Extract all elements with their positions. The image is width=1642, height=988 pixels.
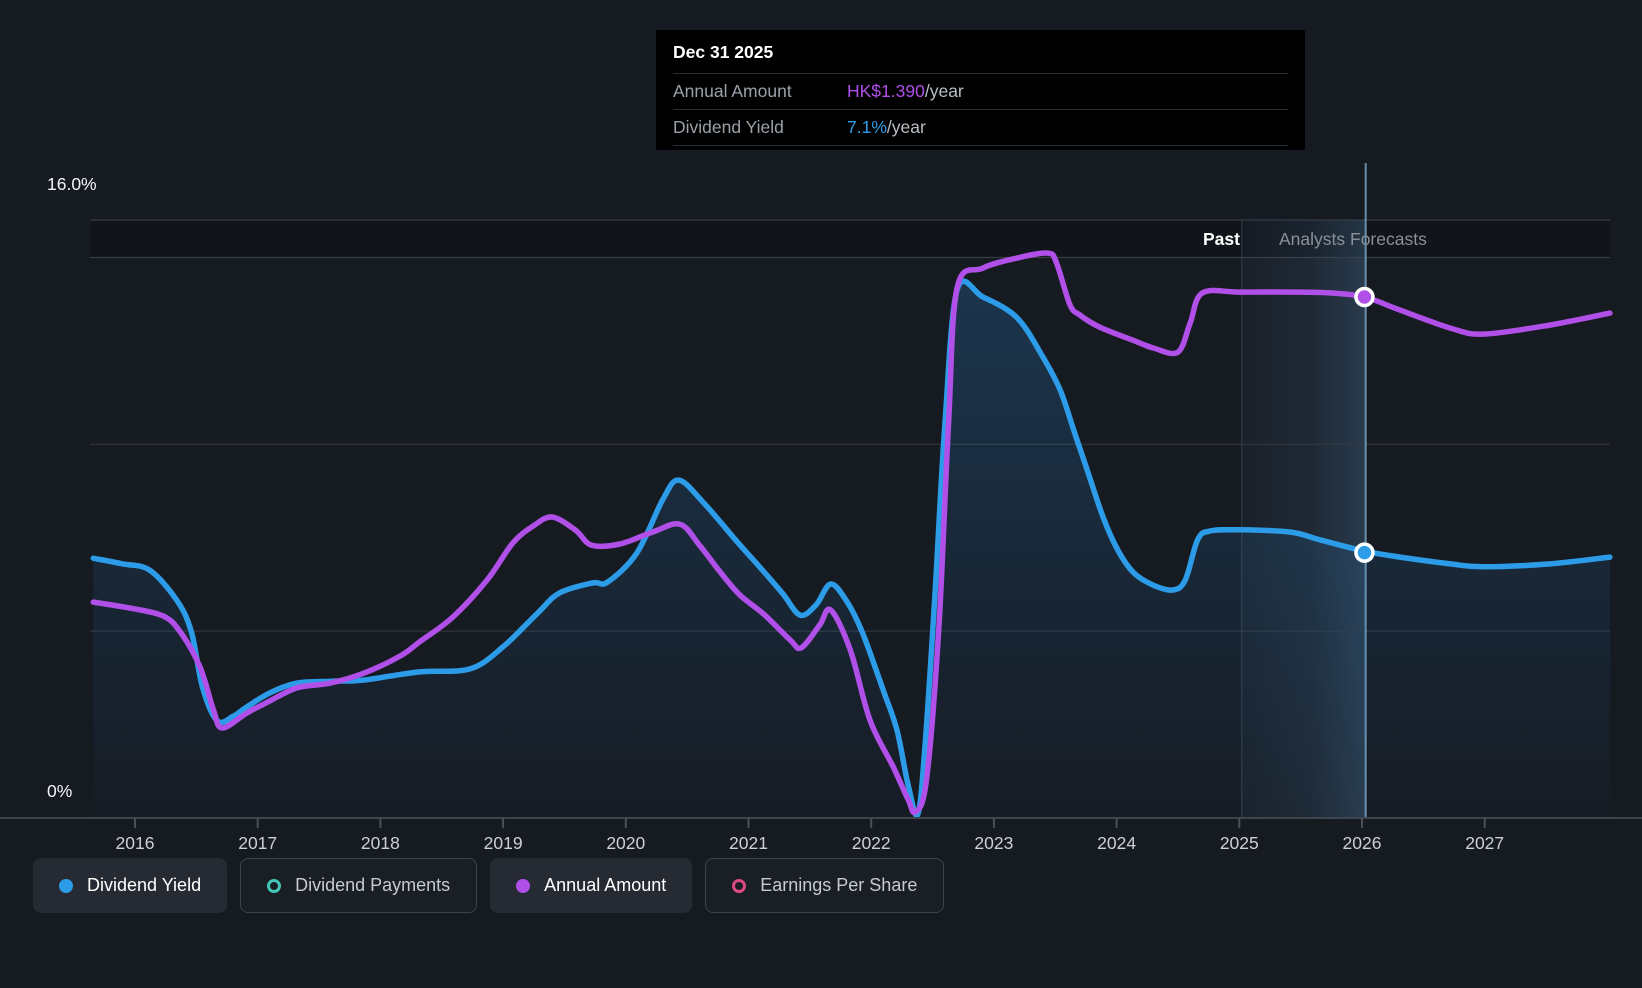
dividend-yield-line (90, 278, 1613, 819)
tooltip-row-value: 7.1% (847, 117, 887, 137)
earnings-per-share-ring-icon (732, 878, 747, 893)
x-axis-year-label: 2025 (1219, 833, 1259, 853)
x-axis-year-label: 2018 (360, 833, 400, 853)
legend-label: Dividend Payments (295, 875, 451, 895)
tooltip-row-annual-amount: Annual Amount HK$1.390/year (673, 74, 1288, 110)
legend-button-annual-amount[interactable]: Annual Amount (490, 858, 693, 913)
x-axis-year-label: 2016 (115, 833, 155, 853)
x-axis-year-label: 2023 (974, 833, 1014, 853)
x-axis-year-label: 2026 (1342, 833, 1382, 853)
tooltip-rows: Annual Amount HK$1.390/year Dividend Yield… (656, 74, 1305, 146)
dividend-yield-marker[interactable] (1354, 542, 1375, 563)
x-axis-year-label: 2021 (729, 833, 768, 853)
x-axis-year-label: 2022 (851, 833, 891, 853)
tooltip-row-suffix: /year (886, 117, 926, 137)
tooltip-row-label: Dividend Yield (673, 117, 784, 137)
tooltip-row-dividend-yield: Dividend Yield 7.1%/year (673, 110, 1288, 146)
forecast-zone-label: Analysts Forecasts (1279, 229, 1427, 249)
annual-amount-dot-icon (516, 878, 531, 893)
tooltip-row-value: HK$1.390 (847, 81, 925, 101)
annual-amount-marker[interactable] (1354, 286, 1375, 308)
chart-tooltip: Dec 31 2025 Annual Amount HK$1.390/year Di… (656, 30, 1305, 150)
annual-amount-line (90, 250, 1613, 816)
dividend-payments-ring-icon (267, 878, 282, 893)
dividend-yield-area (93, 281, 1610, 818)
past-zone-label: Past (1203, 229, 1240, 249)
legend-button-earnings-per-share[interactable]: Earnings Per Share (705, 858, 945, 913)
x-axis-year-label: 2024 (1097, 833, 1137, 853)
tooltip-date: Dec 31 2025 (673, 42, 1288, 74)
legend-label: Annual Amount (544, 875, 667, 895)
x-axis-year-label: 2019 (483, 833, 523, 853)
legend-button-dividend-payments[interactable]: Dividend Payments (240, 858, 478, 913)
tooltip-row-suffix: /year (924, 81, 964, 101)
legend-label: Dividend Yield (87, 875, 202, 895)
x-axis-year-label: 2020 (606, 833, 646, 853)
y-axis-min-label: 0% (47, 781, 73, 801)
tooltip-row-label: Annual Amount (673, 81, 792, 101)
legend-button-dividend-yield[interactable]: Dividend Yield (33, 858, 228, 913)
legend-label: Earnings Per Share (760, 875, 918, 895)
x-axis-year-label: 2017 (238, 833, 278, 853)
x-axis-year-label: 2027 (1465, 833, 1505, 853)
y-axis-max-label: 16.0% (47, 174, 97, 194)
legend: Dividend Yield Dividend Payments Annual Am… (33, 858, 945, 913)
dividend-yield-dot-icon (59, 878, 73, 893)
